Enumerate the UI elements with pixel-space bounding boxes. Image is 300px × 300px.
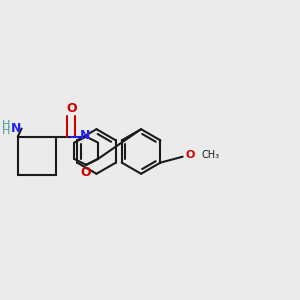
Text: H: H (2, 120, 10, 130)
Text: O: O (185, 150, 195, 160)
Text: N: N (80, 129, 90, 142)
Text: H: H (2, 126, 10, 136)
Text: O: O (81, 166, 92, 179)
Text: O: O (66, 102, 76, 115)
Text: CH₃: CH₃ (202, 150, 220, 160)
Text: N: N (11, 122, 21, 135)
